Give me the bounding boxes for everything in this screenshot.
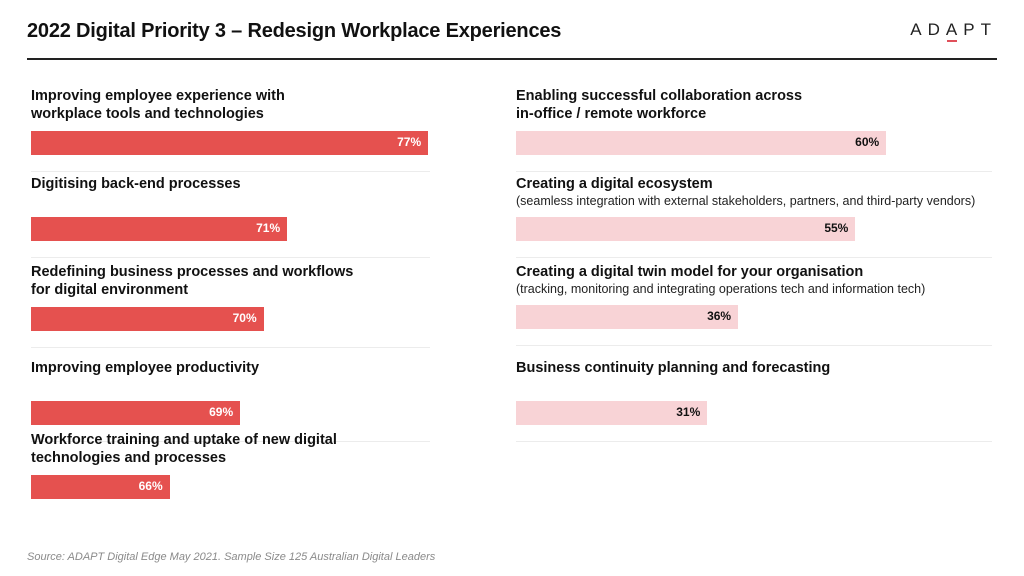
bar-item: Creating a digital twin model for your o… [516,264,926,329]
bar: 77% [31,131,429,155]
bar-item: Improving employee productivity 69% [31,360,260,425]
bar-label: Digitising back-end processes [31,176,241,192]
logo-letter: T [980,20,997,39]
bar-label: in-office / remote workforce [516,105,707,122]
bar-value-label: 36% [707,308,732,323]
bar-label: Enabling successful collaboration across [516,88,803,104]
bar-item: Business continuity planning and forecas… [516,360,831,425]
bar-label: Improving employee productivity [31,360,260,376]
row-divider [516,440,992,442]
bar-item: Workforce training and uptake of new dig… [31,432,337,499]
bar-value-label: 66% [138,479,163,493]
bar: 31% [516,400,708,425]
bar-item: Digitising back-end processes 71% [31,176,288,241]
bar-label: workplace tools and technologies [31,105,264,122]
bar-value-label: 71% [256,220,281,235]
bar-label: Improving employee experience with [31,88,285,104]
row-divider [31,256,430,258]
adapt-logo: ADAPT [910,20,997,42]
bar: 71% [31,216,288,241]
bar: 60% [516,131,887,155]
bar-label: technologies and processes [31,449,227,466]
bar-value-label: 77% [397,135,422,149]
bar-label: for digital environment [31,281,189,298]
row-divider [31,347,430,348]
bar-value-label: 31% [676,404,701,419]
page-title: 2022 Digital Priority 3 – Redesign Workp… [27,20,562,42]
logo-letter: D [927,20,946,39]
row-divider [31,440,430,442]
bar-label: Creating a digital ecosystem [516,176,713,192]
logo-letter: P [963,20,981,39]
bar-item: Creating a digital ecosystem (seamless in… [516,176,976,241]
bar-sublabel: (seamless integration with external stak… [516,193,976,208]
bar-label: Redefining business processes and workfl… [31,264,354,280]
logo-letter: A [910,20,928,39]
bar: 69% [31,400,241,425]
bar-label: Creating a digital twin model for your o… [516,264,864,280]
bar-value-label: 60% [855,135,880,149]
bar-item: Improving employee experience with workpl… [31,88,429,155]
row-divider [516,256,992,258]
row-divider [31,171,430,172]
bar-value-label: 55% [824,220,849,235]
bar-value-label: 69% [209,404,234,419]
header-divider [27,58,997,60]
bar: 66% [31,475,170,499]
logo-letter-accent: A [945,20,964,42]
row-divider [516,344,992,346]
row-divider [516,171,992,172]
bar: 70% [31,307,264,331]
bar: 36% [516,304,739,329]
bar-sublabel: (tracking, monitoring and integrating op… [516,281,926,296]
source-note: Source: ADAPT Digital Edge May 2021. Sam… [27,551,436,563]
bar-label: Workforce training and uptake of new dig… [31,432,337,448]
bar-value-label: 70% [232,311,257,325]
bar: 55% [516,216,856,241]
bar-item: Redefining business processes and workfl… [31,264,354,331]
bar-label: Business continuity planning and forecas… [516,360,831,376]
bar-item: Enabling successful collaboration across… [516,88,887,155]
